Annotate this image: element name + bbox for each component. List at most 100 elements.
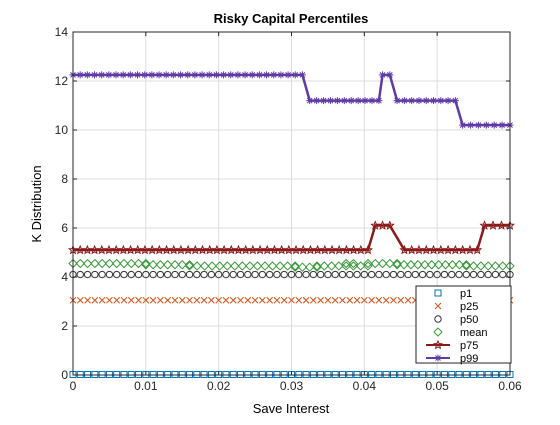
data-point-p99 xyxy=(347,97,355,105)
data-point-p50 xyxy=(338,270,347,279)
data-point-p50 xyxy=(469,270,478,279)
data-point-p99 xyxy=(134,71,142,79)
data-point-p99 xyxy=(248,71,256,79)
data-point-p99 xyxy=(386,71,394,79)
data-point-p25 xyxy=(288,296,295,304)
data-point-p99 xyxy=(234,71,242,79)
data-point-mean xyxy=(468,261,479,271)
data-point-mean xyxy=(162,260,173,270)
data-point-mean xyxy=(119,258,129,269)
data-point-p50 xyxy=(360,270,369,279)
data-point-mean xyxy=(97,258,107,269)
data-point-p50 xyxy=(134,270,143,279)
data-point-mean xyxy=(170,260,180,270)
data-point-mean xyxy=(252,261,263,271)
data-point-p99 xyxy=(76,71,84,79)
data-point-p50 xyxy=(353,270,361,279)
data-point-p25 xyxy=(200,296,208,304)
data-point-p99 xyxy=(169,71,177,79)
data-point-mean xyxy=(476,261,486,271)
data-point-p99 xyxy=(451,97,459,105)
data-point-p99 xyxy=(263,71,271,79)
data-point-p50 xyxy=(113,270,121,279)
data-point-p99 xyxy=(277,71,285,79)
data-point-p50 xyxy=(207,270,216,279)
y-tick-label: 14 xyxy=(55,25,69,39)
data-point-p25 xyxy=(237,296,244,304)
legend-label-mean: mean xyxy=(460,327,488,339)
data-point-p99 xyxy=(474,121,482,129)
y-tick-label: 2 xyxy=(61,319,68,333)
x-tick-label: 0.03 xyxy=(280,379,304,393)
y-tick-label: 10 xyxy=(55,123,69,137)
data-point-mean xyxy=(305,262,315,272)
data-point-p99 xyxy=(422,97,430,105)
data-point-mean xyxy=(392,258,402,269)
data-point-p50 xyxy=(426,270,434,279)
data-point-p99 xyxy=(119,71,127,79)
data-point-p25 xyxy=(273,296,281,304)
data-point-mean xyxy=(148,260,158,270)
data-point-p99 xyxy=(408,97,416,105)
legend-marker-p25 xyxy=(434,302,442,310)
y-tick-label: 4 xyxy=(61,270,68,284)
data-point-p25 xyxy=(229,296,237,304)
data-point-p25 xyxy=(368,296,375,304)
data-point-p99 xyxy=(400,97,408,105)
data-point-p99 xyxy=(241,71,249,79)
data-point-mean xyxy=(297,262,308,272)
data-point-p50 xyxy=(91,270,99,279)
data-point-p25 xyxy=(171,296,179,304)
data-point-p99 xyxy=(368,97,376,105)
data-point-mean xyxy=(363,258,373,269)
data-point-p99 xyxy=(177,71,185,79)
data-point-p25 xyxy=(127,296,135,304)
data-point-mean xyxy=(312,261,322,271)
data-point-p50 xyxy=(411,270,420,279)
data-point-mean xyxy=(319,261,329,271)
data-point-mean xyxy=(290,262,300,272)
data-point-p50 xyxy=(287,270,296,279)
data-point-p25 xyxy=(390,296,397,304)
data-point-mean xyxy=(413,260,423,270)
data-point-p99 xyxy=(220,71,228,79)
data-point-mean xyxy=(348,258,359,269)
data-point-mean xyxy=(377,258,388,269)
series-line-p75 xyxy=(73,224,510,252)
data-point-p99 xyxy=(393,97,401,105)
data-point-mean xyxy=(312,262,322,272)
data-point-mean xyxy=(447,260,458,270)
data-point-p50 xyxy=(222,270,230,279)
series-p75 xyxy=(67,220,516,255)
data-point-p99 xyxy=(205,71,213,79)
data-point-p25 xyxy=(353,296,361,304)
data-point-p25 xyxy=(251,296,259,304)
legend-label-p25: p25 xyxy=(460,301,478,313)
data-point-p50 xyxy=(448,270,456,279)
data-point-p50 xyxy=(280,270,288,279)
data-point-p99 xyxy=(270,71,278,79)
data-point-p99 xyxy=(112,71,120,79)
data-point-p50 xyxy=(105,270,114,279)
data-point-mean xyxy=(355,261,366,271)
data-point-p99 xyxy=(340,97,348,105)
data-point-mean xyxy=(237,261,248,271)
data-point-p25 xyxy=(309,296,317,304)
data-point-p99 xyxy=(430,97,438,105)
data-point-p25 xyxy=(222,296,230,304)
x-tick-label: 0.06 xyxy=(498,379,522,393)
data-point-p50 xyxy=(200,270,208,279)
data-point-p25 xyxy=(113,296,121,304)
legend-label-p75: p75 xyxy=(460,340,478,352)
data-point-mean xyxy=(348,261,359,271)
data-point-p25 xyxy=(280,296,288,304)
data-point-p99 xyxy=(298,71,306,79)
data-point-p75 xyxy=(362,244,374,255)
data-point-p25 xyxy=(339,296,346,304)
data-point-p50 xyxy=(404,270,412,279)
data-point-p50 xyxy=(499,270,507,279)
data-point-p99 xyxy=(162,71,170,79)
legend-marker-mean xyxy=(433,327,443,337)
data-point-p25 xyxy=(317,296,324,304)
